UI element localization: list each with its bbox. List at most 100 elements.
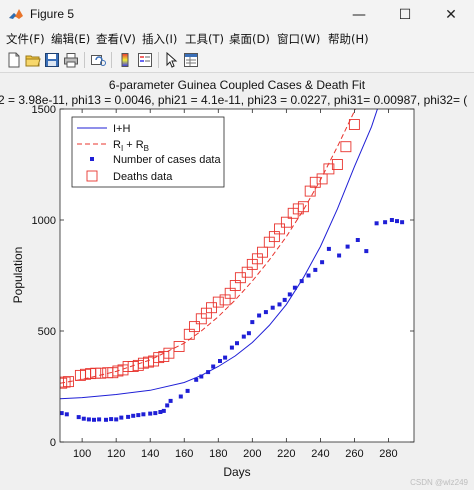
cases-data-point: [81, 416, 86, 421]
deaths-data-point: [316, 173, 328, 185]
deaths-data-point: [189, 321, 200, 333]
toolbar-separator: [158, 52, 159, 68]
deaths-data-point: [331, 159, 343, 170]
menu-file[interactable]: 文件(F): [6, 32, 45, 46]
menu-insert[interactable]: 插入(I): [142, 32, 178, 46]
cases-data-point: [161, 408, 166, 413]
close-button[interactable]: ✕: [445, 7, 457, 23]
cases-data-point: [114, 417, 119, 422]
property-inspector-icon[interactable]: [182, 51, 200, 69]
cases-data-point: [246, 331, 251, 336]
cases-data-point: [199, 374, 204, 379]
print-icon[interactable]: [62, 51, 80, 69]
x-tick-label: 140: [141, 448, 159, 460]
window-titlebar: Figure 5 — ☐ ✕: [0, 0, 474, 30]
menu-window[interactable]: 窗口(W): [277, 32, 321, 46]
link-plot-icon[interactable]: [89, 51, 107, 69]
series-line-ih: [60, 109, 378, 400]
cases-data-point: [306, 273, 311, 278]
menu-view[interactable]: 查看(V): [96, 32, 136, 46]
menu-bar: 文件(F) 编辑(E) 查看(V) 插入(I) 工具(T) 桌面(D) 窗口(W…: [0, 30, 474, 48]
x-axis-label: Days: [223, 465, 250, 479]
cases-data-point: [355, 238, 360, 242]
cases-data-point: [104, 417, 108, 422]
cases-data-point: [263, 310, 268, 315]
legend-label-ih: I+H: [113, 123, 130, 135]
legend-label-cases: Number of cases data: [113, 154, 221, 166]
cases-data-point: [153, 411, 158, 416]
cases-data-point: [345, 244, 350, 249]
deaths-data-point: [348, 119, 360, 130]
cases-data-point: [136, 413, 141, 418]
plot-title: 6-parameter Guinea Coupled Cases & Death…: [108, 78, 366, 92]
x-tick-label: 180: [209, 448, 227, 460]
deaths-data-point: [323, 163, 335, 175]
toolbar-separator: [84, 52, 85, 68]
deaths-data-point: [60, 377, 68, 389]
chart-svg: 100 120 140 160 180 200 220 240 260 280 0 500 1000 15…: [11, 104, 415, 479]
cases-data-point: [168, 398, 173, 403]
y-tick-label: 500: [38, 326, 56, 338]
cases-data-point: [320, 260, 325, 265]
watermark: CSDN @wlz249: [410, 478, 468, 487]
insert-legend-icon[interactable]: [136, 51, 154, 69]
cases-data-point: [92, 417, 96, 422]
deaths-data-point: [309, 176, 321, 188]
cases-data-point: [229, 345, 234, 350]
cases-data-point: [178, 394, 183, 399]
cases-data-point: [60, 411, 64, 416]
deaths-data-point: [234, 272, 246, 284]
x-tick-label: 120: [107, 448, 125, 460]
new-figure-icon[interactable]: [5, 51, 23, 69]
menu-help[interactable]: 帮助(H): [328, 32, 369, 46]
deaths-data-point: [163, 347, 175, 359]
menu-desktop[interactable]: 桌面(D): [229, 32, 270, 46]
cases-data-point: [292, 285, 297, 290]
cases-data-point: [141, 412, 146, 417]
cases-data-point: [277, 302, 282, 307]
cases-data-point: [282, 297, 287, 302]
deaths-data-point: [340, 141, 352, 153]
cases-data-point: [206, 370, 211, 375]
cases-data-point: [374, 221, 379, 226]
minimize-button[interactable]: —: [352, 7, 366, 23]
deaths-data-point: [280, 216, 292, 228]
cases-data-point: [313, 267, 318, 272]
window-title: Figure 5: [30, 7, 75, 21]
open-file-icon[interactable]: [24, 51, 42, 69]
insert-colorbar-icon[interactable]: [116, 51, 134, 69]
deaths-data-point: [212, 296, 224, 308]
x-tick-label: 200: [243, 448, 261, 460]
deaths-data-point: [63, 376, 74, 388]
figure-canvas: 6-parameter Guinea Coupled Cases & Death…: [0, 73, 474, 490]
cases-data-point: [211, 364, 216, 369]
maximize-button[interactable]: ☐: [398, 7, 412, 23]
legend-label-deaths: Deaths data: [113, 171, 173, 183]
matlab-logo-icon: [9, 9, 23, 19]
cases-data-point: [235, 341, 239, 346]
deaths-data-point: [257, 246, 268, 258]
x-tick-label: 260: [345, 448, 363, 460]
x-tick-label: 220: [277, 448, 295, 460]
cases-data-point: [185, 388, 190, 393]
cases-data-point: [287, 292, 292, 297]
menu-edit[interactable]: 编辑(E): [51, 32, 91, 46]
cases-data-point: [126, 414, 131, 419]
edit-plot-arrow-icon[interactable]: [162, 51, 180, 69]
cases-data-point: [257, 313, 262, 318]
plot-subtitle-parameters: 2 = 3.98e-11, phi13 = 0.0046, phi21 = 4.…: [0, 93, 468, 107]
menu-tools[interactable]: 工具(T): [185, 32, 224, 46]
legend-marker-deaths: [86, 170, 98, 182]
cases-data-point: [148, 411, 153, 416]
y-tick-label: 1000: [32, 215, 56, 227]
cases-data-point: [64, 412, 69, 417]
save-icon[interactable]: [43, 51, 61, 69]
cases-data-point: [86, 417, 91, 422]
y-tick-label: 1500: [32, 104, 56, 116]
cases-data-point: [400, 220, 405, 225]
legend-label-rirb: RI + RB: [113, 139, 149, 153]
x-tick-label: 240: [311, 448, 329, 460]
y-axis-label: Population: [11, 247, 25, 304]
cases-data-point: [364, 249, 369, 254]
deaths-data-point: [173, 341, 185, 352]
